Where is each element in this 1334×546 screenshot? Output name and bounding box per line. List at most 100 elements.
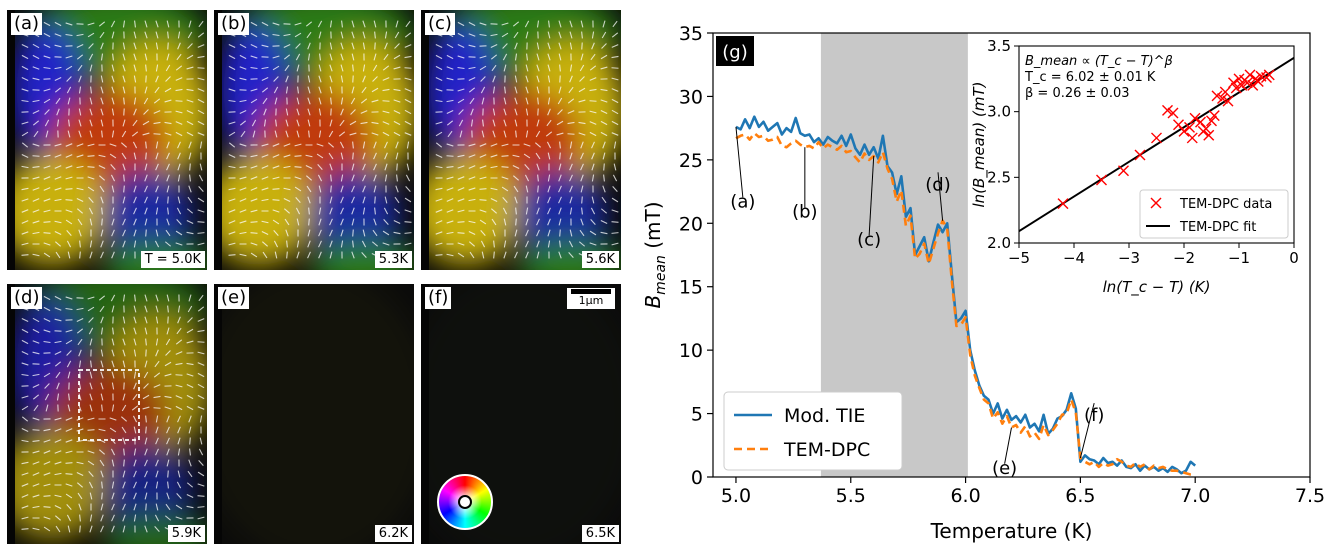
- data-point: [1167, 107, 1179, 119]
- annotation-pointer: [1079, 403, 1095, 459]
- annotation-pointer: [937, 172, 944, 221]
- magnetization-map: [214, 10, 414, 270]
- x-tick-label: 5.0: [721, 485, 751, 507]
- x-axis-label: Temperature (K): [930, 519, 1093, 543]
- panel-label: (b): [218, 13, 250, 35]
- micrograph-panel: (d) 5.9K: [7, 284, 207, 544]
- inset-y-tick-label: 3.5: [987, 37, 1011, 55]
- inset-x-tick-label: −1: [1228, 249, 1250, 267]
- data-point: [1211, 90, 1223, 102]
- inset-x-tick-label: −5: [1008, 249, 1030, 267]
- data-point: [1186, 132, 1198, 144]
- inset-y-tick-label: 3.0: [987, 103, 1011, 121]
- y-axis-label: Bmean (mT): [641, 201, 669, 308]
- y-tick-label: 25: [679, 150, 703, 172]
- inset-annotation: T_c = 6.02 ± 0.01 K: [1024, 70, 1156, 85]
- data-point: [1263, 69, 1275, 81]
- domain-colors: [7, 284, 207, 544]
- y-tick-label: 5: [691, 404, 703, 426]
- data-point: [1173, 119, 1184, 131]
- data-point: [1134, 149, 1146, 161]
- edge: [214, 10, 222, 270]
- edge: [421, 10, 429, 270]
- inset-y-tick-label: 2.5: [987, 168, 1011, 186]
- y-tick-label: 0: [691, 467, 703, 489]
- inset-y-tick-label: 2.0: [987, 234, 1011, 252]
- scale-bar-label: 1µm: [578, 294, 604, 307]
- inset-legend-box: [1139, 189, 1289, 239]
- main-plot: 5.0 5.5 6.0 6.5 7.0 7.5 0 5 10 15 20 25 30 35 Temperat…: [641, 23, 1325, 543]
- inset-legend-label-data: TEM-DPC data: [1179, 197, 1272, 212]
- data-point: [1178, 125, 1190, 137]
- scale-bar: 1µm: [567, 288, 615, 309]
- annotation-label: (a): [730, 191, 755, 212]
- domain-colors: [214, 284, 414, 544]
- inset-y-axis-label: ln(B_mean) (mT): [970, 82, 989, 208]
- inset-annotation: β = 0.26 ± 0.03: [1025, 86, 1130, 101]
- data-point: [1184, 121, 1195, 133]
- temperature-label: 6.2K: [374, 525, 412, 542]
- panel-label: (d): [11, 287, 43, 309]
- legend-label-mod-tie: Mod. TIE: [784, 405, 865, 427]
- temperature-label: 6.5K: [581, 525, 619, 542]
- data-point: [1118, 165, 1129, 177]
- annotation-pointer: [1004, 427, 1012, 464]
- edge: [214, 284, 222, 544]
- magnetization-map: [214, 284, 414, 544]
- arrow-field: [21, 294, 205, 533]
- edge: [421, 284, 429, 544]
- annotation-label: (e): [992, 458, 1017, 479]
- domain-colors: [421, 10, 621, 270]
- micrograph-panel: (f) 6.5K 1µm: [421, 284, 621, 544]
- panel-label: (c): [425, 13, 455, 35]
- data-point: [1219, 86, 1231, 98]
- series-line-mod-tie: [735, 115, 1197, 475]
- micrograph-panel: (b) 5.3K: [214, 10, 414, 270]
- series-line-tem-dpc: [735, 131, 1196, 476]
- data-point: [1241, 77, 1253, 89]
- inset-x-tick-label: 0: [1289, 249, 1299, 267]
- panel-label: (a): [11, 13, 43, 35]
- temperature-label: 5.9K: [167, 525, 205, 542]
- micrograph-panel: (c) 5.6K: [421, 10, 621, 270]
- magnetization-map: [7, 284, 207, 544]
- data-point: [1096, 174, 1107, 186]
- panel-label-bg: [716, 36, 754, 66]
- inset-legend-marker: [1150, 197, 1162, 209]
- data-point: [1236, 79, 1248, 91]
- inset-x-tick-label: −2: [1173, 249, 1195, 267]
- magnetization-map: [7, 10, 207, 270]
- inset-x-tick-label: −3: [1118, 249, 1140, 267]
- magnetization-map: [421, 10, 621, 270]
- legend-box: [723, 391, 903, 471]
- data-point: [1228, 77, 1239, 89]
- color-wheel-icon: [437, 474, 493, 530]
- data-point: [1195, 116, 1206, 128]
- edge: [7, 284, 15, 544]
- data-point: [1208, 110, 1220, 122]
- annotation-pointer: [735, 126, 744, 198]
- data-point: [1206, 115, 1217, 127]
- annotation-label: (b): [792, 202, 817, 223]
- micrograph-panel: (a) T = 5.0K: [7, 10, 207, 270]
- legend-label-tem-dpc: TEM-DPC: [783, 439, 870, 461]
- inset-plot: −5 −4 −3 −2 −1 0 2.0 2.5 3.0 3.5 ln(T_c − T) (K) ln…: [970, 37, 1299, 297]
- temperature-label: 5.6K: [581, 251, 619, 268]
- x-tick-label: 7.0: [1180, 485, 1210, 507]
- temperature-label: T = 5.0K: [140, 251, 205, 268]
- x-tick-label: 6.0: [950, 485, 980, 507]
- data-point: [1162, 104, 1173, 116]
- scale-bar-line: [571, 289, 611, 294]
- panel-label: (e): [218, 287, 250, 309]
- plot-frame: [712, 32, 1311, 478]
- annotation-label: (f): [1084, 405, 1104, 426]
- inset-legend-label-fit: TEM-DPC fit: [1179, 220, 1256, 235]
- micrograph-panel: (e) 6.2K: [214, 284, 414, 544]
- arrow-field: [21, 20, 205, 259]
- edge: [7, 10, 15, 270]
- inset-annotation: B_mean ∝ (T_c − T)^β: [1025, 54, 1173, 69]
- data-point: [1252, 75, 1264, 87]
- data-point: [1222, 95, 1234, 107]
- y-tick-label: 30: [679, 86, 703, 108]
